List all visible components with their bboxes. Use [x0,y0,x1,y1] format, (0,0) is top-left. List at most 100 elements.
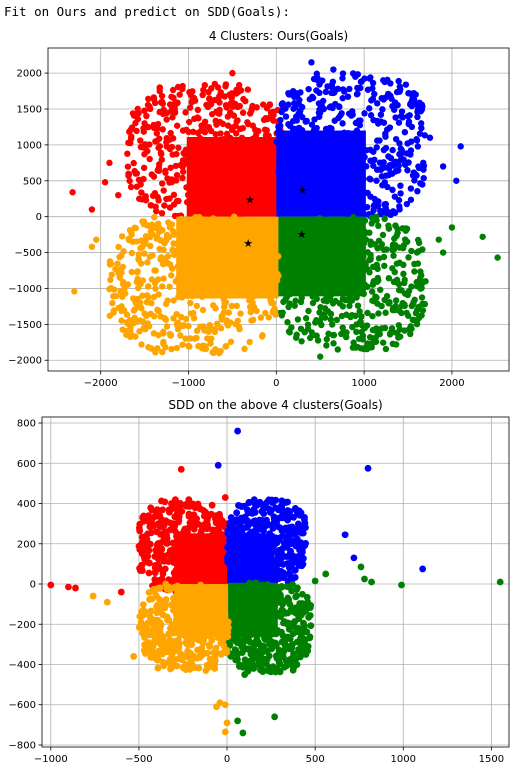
point [123,319,131,326]
point [115,191,122,199]
chart-2: SDD on the above 4 clusters(Goals) −1000 −… [9,398,510,765]
point [367,251,374,259]
point [142,193,149,200]
point [384,208,391,215]
point [235,81,243,89]
point [167,164,174,171]
point [339,120,346,127]
point [118,233,126,240]
cluster-blue [214,427,427,588]
point [209,110,216,118]
point [256,516,264,524]
point [294,316,302,323]
data-points: ★ ★ ★ ★ [69,59,501,360]
point [173,177,180,184]
point [223,342,230,350]
point [151,513,159,521]
point [270,519,278,527]
point [419,300,426,308]
point [216,349,223,357]
point [160,535,168,543]
point [269,299,277,307]
point [69,189,76,196]
y-tick-label: 400 [17,499,36,510]
point [158,209,166,217]
point [151,654,158,662]
point [396,88,403,95]
point [334,346,341,353]
point [342,333,350,341]
y-tick-label: 200 [17,539,36,550]
point [187,650,194,658]
point [275,546,283,554]
point [277,613,284,621]
point [146,523,154,531]
point [158,98,166,106]
cluster-blue [273,59,464,220]
point [166,204,174,211]
point [151,267,158,274]
point [375,255,383,262]
point [279,309,286,316]
point [202,343,209,350]
point [232,100,239,108]
point [187,310,195,317]
point [388,325,396,332]
point [161,255,169,262]
point [155,164,163,171]
point [137,299,144,307]
point [279,600,286,608]
point [134,105,141,113]
point [135,176,143,184]
point [415,163,422,170]
point [279,510,287,518]
point [373,144,380,151]
point [199,636,207,644]
point [288,324,295,331]
point [372,338,380,345]
point [367,176,374,183]
point [228,126,236,134]
point [316,318,324,326]
point [232,320,239,328]
point [164,297,171,304]
point [216,93,223,100]
point [278,583,286,591]
point [397,145,405,152]
y-tick-label: −400 [9,660,36,671]
point [139,277,147,284]
point [247,650,255,658]
point [151,569,159,577]
point [390,252,397,259]
point [370,116,377,124]
centroid-marker: ★ [298,184,308,197]
point [308,329,316,336]
point [158,575,166,583]
point [416,130,424,137]
point [390,106,398,113]
point [133,127,140,135]
point [110,286,118,293]
point [167,665,174,673]
point [296,524,304,531]
point [402,161,409,168]
point [154,520,162,528]
point [389,265,396,272]
point [147,105,154,113]
point [230,112,238,119]
point [395,167,402,174]
point [317,303,324,311]
point [217,130,224,137]
point [108,271,115,278]
point [391,193,399,200]
point [196,652,204,660]
point [124,150,131,157]
point [369,297,376,304]
point [174,83,182,91]
point [382,200,390,208]
point [311,577,319,585]
point [297,542,305,550]
point [339,303,347,310]
y-tick-label: 500 [23,176,42,187]
point [147,529,155,537]
